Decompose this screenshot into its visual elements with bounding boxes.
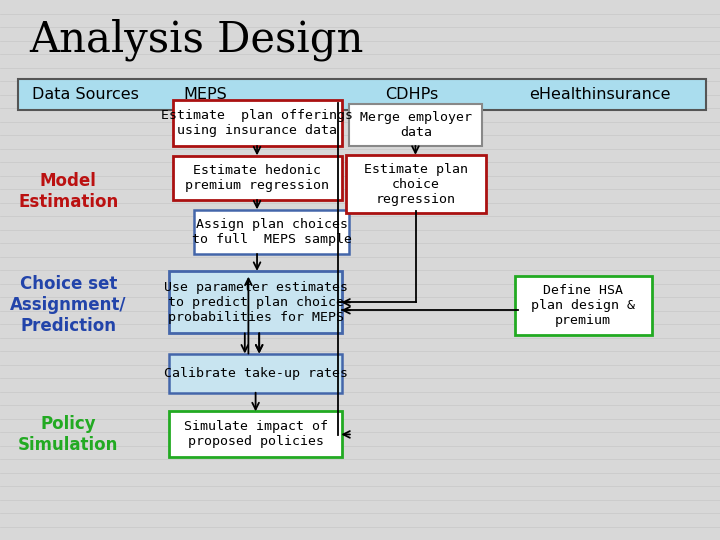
FancyBboxPatch shape	[173, 156, 342, 200]
Text: CDHPs: CDHPs	[385, 87, 438, 102]
FancyBboxPatch shape	[515, 276, 652, 335]
FancyBboxPatch shape	[169, 411, 342, 457]
Text: Estimate hedonic
premium regression: Estimate hedonic premium regression	[185, 164, 329, 192]
Text: Assign plan choices
to full  MEPS sample: Assign plan choices to full MEPS sample	[192, 218, 352, 246]
FancyBboxPatch shape	[169, 354, 342, 393]
Text: Analysis Design: Analysis Design	[29, 19, 363, 62]
Text: MEPS: MEPS	[184, 87, 228, 102]
Text: Use parameter estimates
to predict plan choice
probabilities for MEPS: Use parameter estimates to predict plan …	[163, 281, 348, 323]
Text: Model
Estimation: Model Estimation	[18, 172, 119, 211]
Text: Estimate  plan offerings
using insurance data: Estimate plan offerings using insurance …	[161, 109, 354, 137]
FancyBboxPatch shape	[18, 79, 706, 110]
FancyBboxPatch shape	[349, 104, 482, 146]
FancyBboxPatch shape	[169, 271, 342, 333]
FancyBboxPatch shape	[346, 155, 486, 213]
FancyBboxPatch shape	[194, 210, 349, 254]
Text: Simulate impact of
proposed policies: Simulate impact of proposed policies	[184, 421, 328, 448]
FancyBboxPatch shape	[173, 100, 342, 146]
Text: Define HSA
plan design &
premium: Define HSA plan design & premium	[531, 284, 635, 327]
Text: Data Sources: Data Sources	[32, 87, 139, 102]
Text: eHealthinsurance: eHealthinsurance	[529, 87, 671, 102]
Text: Calibrate take-up rates: Calibrate take-up rates	[163, 367, 348, 380]
Text: Merge employer
data: Merge employer data	[360, 111, 472, 139]
Text: Estimate plan
choice
regression: Estimate plan choice regression	[364, 163, 468, 206]
Text: Policy
Simulation: Policy Simulation	[18, 415, 119, 454]
Text: Choice set
Assignment/
Prediction: Choice set Assignment/ Prediction	[10, 275, 127, 335]
